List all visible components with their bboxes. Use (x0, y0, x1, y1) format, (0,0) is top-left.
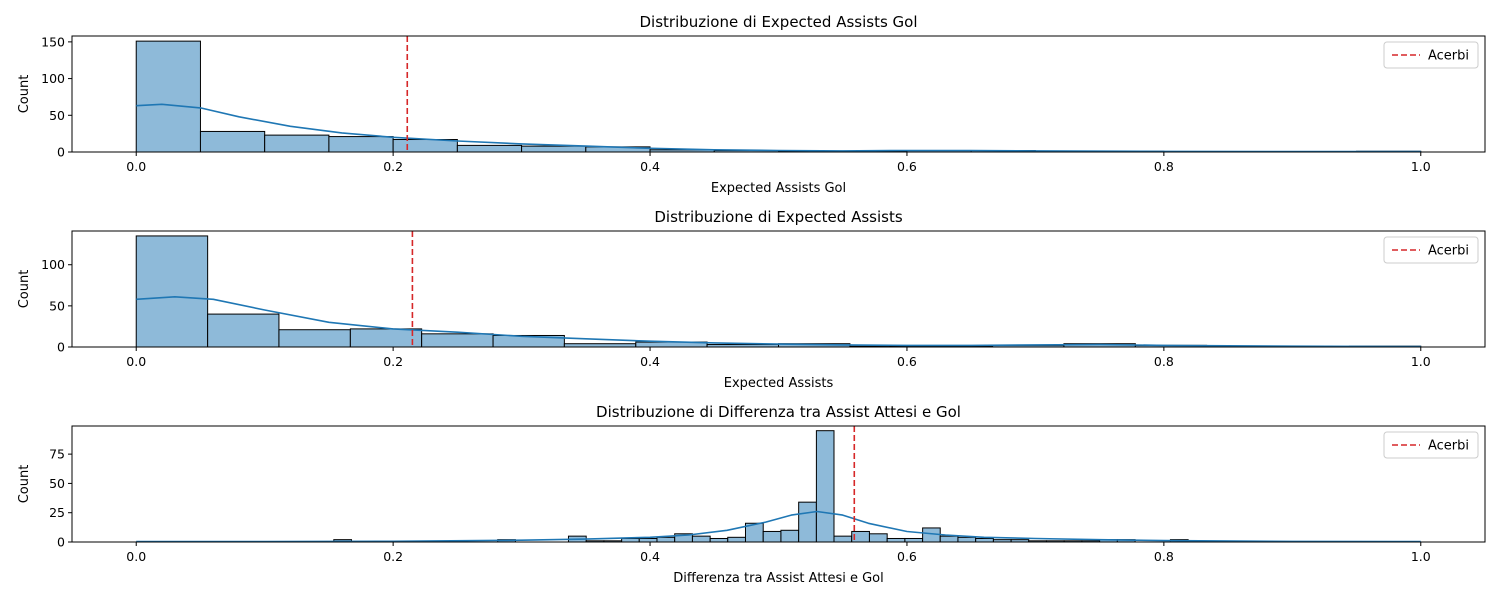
kde-line (136, 103, 1421, 153)
y-tick-label: 100 (41, 257, 65, 272)
histogram-bar (815, 430, 835, 543)
histogram-bar (798, 501, 817, 543)
x-tick-label: 1.0 (1411, 549, 1431, 564)
legend-label: Acerbi (1428, 244, 1469, 259)
x-ticks: 0.0 0.2 0.4 0.6 0.8 1.0 (126, 347, 1431, 369)
legend-box (1383, 41, 1479, 69)
y-axis-label: Count (17, 465, 32, 504)
x-tick-label: 0.2 (383, 159, 403, 174)
y-tick-label: 0 (57, 535, 65, 550)
histogram-bar (278, 329, 351, 348)
y-tick-label: 50 (49, 476, 65, 491)
x-tick-label: 0.2 (383, 549, 403, 564)
histogram-bar (456, 144, 523, 153)
histogram-bar (886, 537, 906, 543)
subplot-3: 0.0 0.2 0.4 0.6 0.8 1.0 0 25 50 75 Distribuzione d… (17, 403, 1486, 586)
legend-label: Acerbi (1428, 439, 1469, 454)
chart-title: Distribuzione di Expected Assists Gol (639, 13, 917, 31)
subplot-1: 0.0 0.2 0.4 0.6 0.8 1.0 0 50 100 150 Distribuzione… (17, 13, 1486, 196)
histogram-bar (709, 537, 729, 543)
histogram-bars (135, 235, 1422, 348)
y-axis-label: Count (17, 75, 32, 114)
y-ticks: 0 25 50 75 (49, 447, 72, 550)
x-axis-label: Expected Assists Gol (711, 181, 846, 196)
x-axis-label: Expected Assists (724, 376, 834, 391)
y-tick-label: 100 (41, 71, 65, 86)
x-tick-label: 0.0 (126, 159, 146, 174)
y-tick-label: 0 (57, 340, 65, 355)
x-tick-label: 0.0 (126, 549, 146, 564)
x-ticks: 0.0 0.2 0.4 0.6 0.8 1.0 (126, 542, 1431, 564)
axes-frame (71, 425, 1486, 543)
x-tick-label: 0.0 (126, 354, 146, 369)
histogram-bar (780, 529, 800, 543)
y-tick-label: 50 (49, 108, 65, 123)
x-tick-label: 0.4 (640, 159, 660, 174)
histogram-bar (264, 134, 330, 153)
kde-line (136, 510, 1421, 543)
kde-line (136, 295, 1421, 348)
histogram-bar (762, 530, 782, 543)
axes-frame (71, 230, 1486, 348)
histogram-bars (135, 40, 1422, 153)
x-tick-label: 0.8 (1154, 549, 1174, 564)
chart-title: Distribuzione di Differenza tra Assist A… (596, 403, 961, 421)
histogram-bar (656, 536, 676, 543)
histogram-bar (521, 145, 587, 153)
histogram-bar (957, 536, 977, 543)
x-tick-label: 0.6 (897, 354, 917, 369)
histogram-bar (975, 537, 994, 543)
histogram-bar (904, 537, 924, 543)
histogram-bar (939, 535, 959, 543)
legend: Acerbi (1383, 41, 1479, 69)
legend: Acerbi (1383, 431, 1479, 459)
x-tick-label: 0.4 (640, 354, 660, 369)
axes-frame (71, 35, 1486, 153)
x-axis-label: Differenza tra Assist Attesi e Gol (673, 571, 884, 586)
histogram-bar (421, 333, 494, 348)
chart-title: Distribuzione di Expected Assists (654, 208, 902, 226)
histogram-bar (833, 535, 853, 543)
legend-label: Acerbi (1428, 49, 1469, 64)
x-tick-label: 0.2 (383, 354, 403, 369)
histogram-bar (868, 533, 888, 543)
x-tick-label: 1.0 (1411, 159, 1431, 174)
histogram-bar (328, 136, 394, 153)
y-tick-label: 50 (49, 298, 65, 313)
histogram-bar (638, 537, 658, 543)
histogram-bar (135, 40, 201, 153)
x-tick-label: 0.6 (897, 159, 917, 174)
x-tick-label: 0.8 (1154, 354, 1174, 369)
y-ticks: 0 50 100 150 (41, 34, 72, 160)
x-tick-label: 0.4 (640, 549, 660, 564)
histogram-bar (199, 130, 266, 153)
x-ticks: 0.0 0.2 0.4 0.6 0.8 1.0 (126, 152, 1431, 174)
legend-box (1383, 236, 1479, 264)
histogram-bar (691, 535, 711, 543)
y-tick-label: 0 (57, 145, 65, 160)
x-tick-label: 0.8 (1154, 159, 1174, 174)
legend-box (1383, 431, 1479, 459)
y-tick-label: 75 (49, 447, 65, 462)
subplot-2: 0.0 0.2 0.4 0.6 0.8 1.0 0 50 100 Distribuzione di… (17, 208, 1486, 391)
x-tick-label: 0.6 (897, 549, 917, 564)
legend: Acerbi (1383, 236, 1479, 264)
y-tick-label: 25 (49, 505, 65, 520)
histogram-bars (333, 430, 1189, 543)
histogram-bar (135, 235, 209, 348)
x-tick-label: 1.0 (1411, 354, 1431, 369)
histogram-bar (392, 139, 458, 153)
y-tick-label: 150 (41, 34, 65, 49)
histogram-bar (207, 313, 280, 348)
histogram-bar (727, 536, 746, 543)
y-ticks: 0 50 100 (41, 257, 72, 355)
histogram-bar (621, 537, 640, 543)
y-axis-label: Count (17, 270, 32, 309)
histogram-bar (349, 328, 423, 348)
